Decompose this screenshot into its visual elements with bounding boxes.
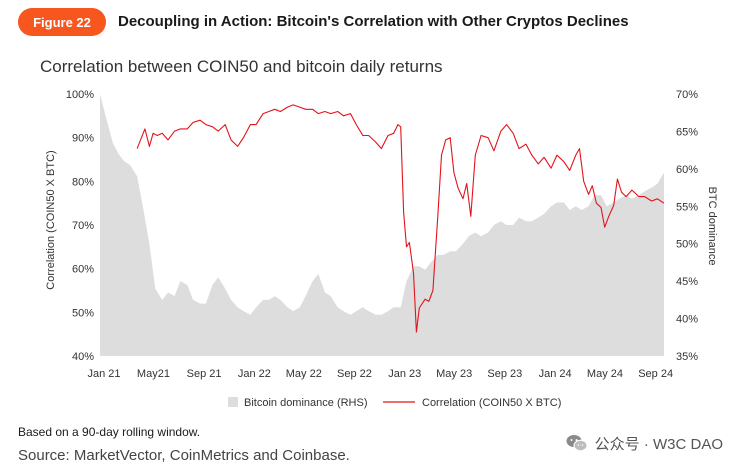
y-tick-label: 40% <box>72 351 94 363</box>
x-tick-label: Jan 21 <box>87 368 120 380</box>
legend-swatch-dominance <box>228 397 238 407</box>
x-axis-ticks: Jan 21 May21 Sep 21 Jan 22 May 22 Sep 22 Jan 2… <box>87 368 673 380</box>
y-tick-label: 80% <box>72 176 94 188</box>
x-tick-label: Sep 22 <box>337 368 372 380</box>
y-tick-label: 60% <box>72 264 94 276</box>
figure-badge: Figure 22 <box>18 8 106 36</box>
y2-tick-label: 65% <box>676 126 698 138</box>
x-tick-label: Sep 21 <box>187 368 222 380</box>
y-tick-label: 50% <box>72 307 94 319</box>
x-tick-label: May 24 <box>587 368 623 380</box>
wechat-icon <box>566 435 588 452</box>
figure-title: Decoupling in Action: Bitcoin's Correlat… <box>118 13 629 30</box>
x-tick-label: May 22 <box>286 368 322 380</box>
y2-tick-label: 35% <box>676 351 698 363</box>
watermark: 公众号 · W3C DAO <box>565 431 723 455</box>
chart-title: Correlation between COIN50 and bitcoin d… <box>40 57 443 76</box>
correlation-line-layer <box>136 104 665 333</box>
x-tick-label: Jan 24 <box>539 368 572 380</box>
legend-label-dominance: Bitcoin dominance (RHS) <box>244 397 368 409</box>
y2-tick-label: 45% <box>676 276 698 288</box>
legend-label-correlation: Correlation (COIN50 X BTC) <box>422 397 561 409</box>
x-tick-label: Jan 22 <box>238 368 271 380</box>
y2-tick-label: 60% <box>676 164 698 176</box>
y-tick-label: 100% <box>66 89 94 101</box>
x-tick-label: Sep 24 <box>638 368 673 380</box>
right-axis-ticks: 70% 65% 60% 55% 50% 45% 40% 35% <box>676 89 698 363</box>
legend: Bitcoin dominance (RHS) Correlation (COI… <box>228 397 561 409</box>
y-axis-label: Correlation (COIN50 X BTC) <box>45 150 57 289</box>
footnote: Based on a 90-day rolling window. <box>18 425 201 439</box>
dominance-area <box>100 94 664 356</box>
y2-tick-label: 40% <box>676 314 698 326</box>
left-axis-ticks: 100% 90% 80% 70% 60% 50% 40% <box>66 89 94 363</box>
y2-tick-label: 50% <box>676 239 698 251</box>
y2-tick-label: 55% <box>676 201 698 213</box>
correlation-line <box>136 104 665 333</box>
x-tick-label: Sep 23 <box>487 368 522 380</box>
correlation-chart: 100% 90% 80% 70% 60% 50% 40% 70% 65% 60% 55% 50% 45… <box>45 89 718 409</box>
x-tick-label: May 23 <box>436 368 472 380</box>
y2-axis-label: BTC dominance <box>706 187 718 266</box>
watermark-text: 公众号 · W3C DAO <box>594 435 723 453</box>
dominance-area-layer <box>100 94 664 356</box>
source-line: Source: MarketVector, CoinMetrics and Co… <box>18 447 350 464</box>
y2-tick-label: 70% <box>676 89 698 101</box>
x-tick-label: May21 <box>137 368 170 380</box>
y-tick-label: 70% <box>72 220 94 232</box>
x-tick-label: Jan 23 <box>388 368 421 380</box>
y-tick-label: 90% <box>72 133 94 145</box>
